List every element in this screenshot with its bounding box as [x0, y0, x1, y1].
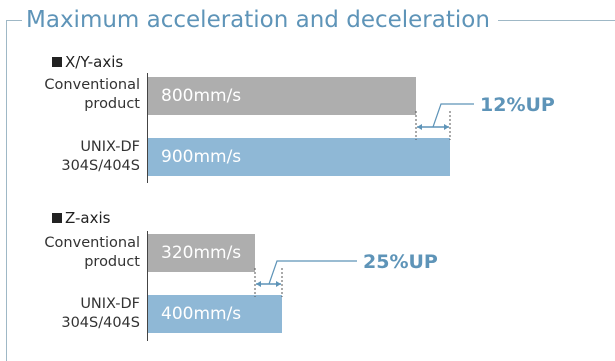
category-label-unix-z: UNIX-DF 304S/404S [61, 296, 140, 331]
section-title-text: X/Y-axis [65, 53, 124, 71]
leader-line [432, 103, 474, 128]
category-label-unix-xy: UNIX-DF 304S/404S [61, 139, 140, 174]
frame-top-left-line [6, 20, 22, 21]
bar-conventional-xy [148, 77, 416, 115]
section-title-z-axis: Z-axis [52, 208, 110, 228]
bar-unix-z [148, 295, 282, 333]
bar-conventional-z [148, 234, 255, 272]
bar-unix-xy [148, 138, 450, 176]
arrow-head-left-icon [417, 124, 422, 130]
increase-label-xy: 12%UP [480, 94, 555, 116]
arrow-head-right-icon [444, 124, 449, 130]
frame-left-line [6, 20, 7, 361]
bar-value-label-conventional-xy: 800mm/s [161, 86, 242, 106]
section-title-text: Z-axis [65, 209, 111, 227]
chart-title: Maximum acceleration and deceleration [26, 3, 498, 37]
arrow-head-left-icon [256, 281, 261, 287]
arrow-head-right-icon [276, 281, 281, 287]
section-title-xy-axis: X/Y-axis [52, 52, 123, 72]
frame-top-right-line [470, 20, 615, 21]
square-bullet-icon [52, 213, 62, 223]
increase-label-z: 25%UP [363, 251, 438, 273]
leader-line [268, 260, 357, 285]
square-bullet-icon [52, 57, 62, 67]
category-label-conventional-z: Conventional product [44, 235, 140, 270]
bar-value-label-unix-z: 400mm/s [161, 304, 242, 324]
axis-line-xy [147, 73, 148, 183]
bar-value-label-unix-xy: 900mm/s [161, 147, 242, 167]
bar-value-label-conventional-z: 320mm/s [161, 243, 242, 263]
category-label-conventional-xy: Conventional product [44, 77, 140, 112]
axis-line-z [147, 231, 148, 341]
